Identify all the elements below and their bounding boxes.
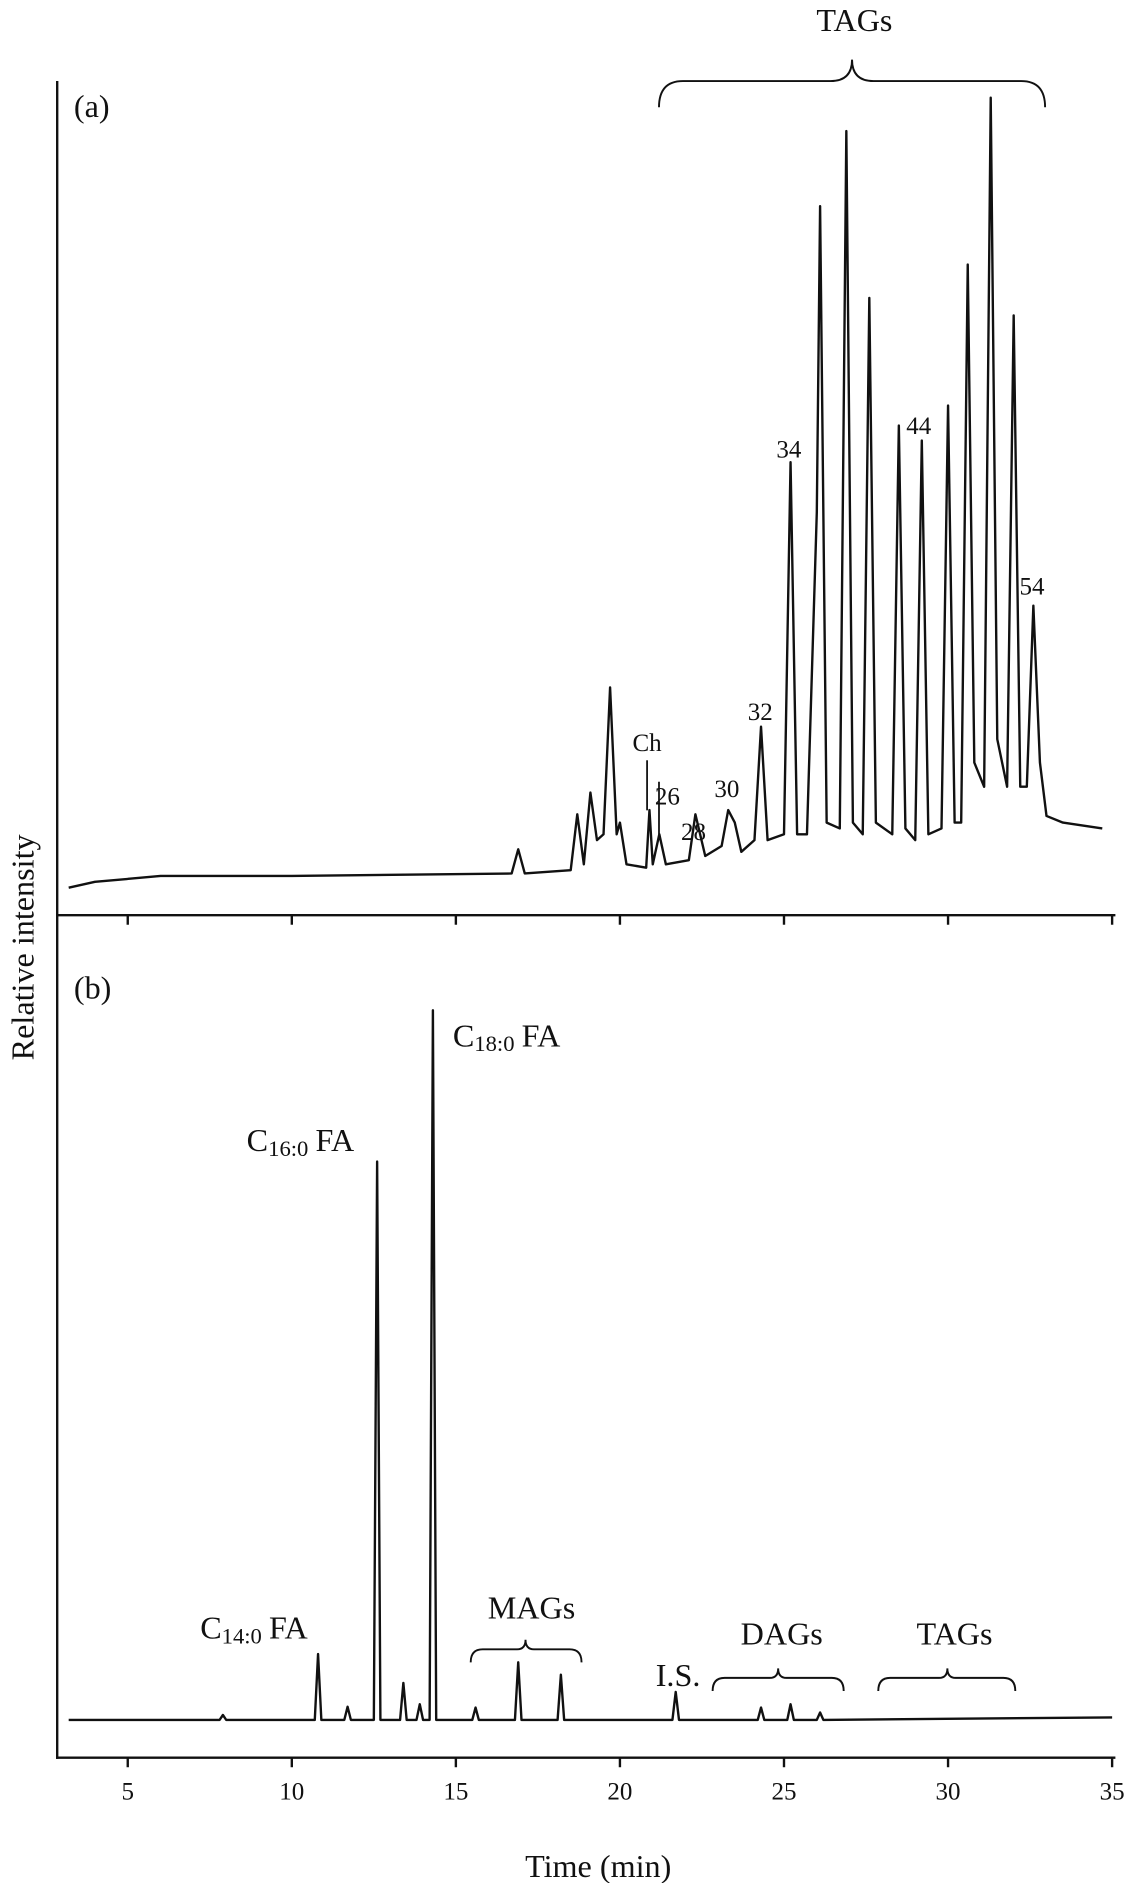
peak-label: 44 <box>906 413 932 440</box>
trace <box>68 96 1103 889</box>
label-sub: 16:0 <box>268 1136 308 1161</box>
panel-label: (b) <box>74 970 111 1006</box>
brace <box>711 1668 845 1692</box>
label-main: C <box>200 1610 221 1646</box>
peak-label: 32 <box>748 699 773 726</box>
group-label: TAGs <box>917 1616 993 1652</box>
label-suffix: FA <box>269 1610 308 1646</box>
figure-body: Relative intensity Time (min) (a) TAGs 3… <box>5 2 1125 1883</box>
x-tick-label: 15 <box>443 1778 468 1805</box>
peak-label: Ch <box>632 730 662 757</box>
peak-label: 30 <box>714 776 739 803</box>
panel-label: (a) <box>74 88 110 124</box>
peak-label: C16:0 FA <box>247 1122 355 1161</box>
label-suffix: FA <box>316 1122 355 1158</box>
peak-label: 34 <box>776 437 802 464</box>
x-axis-label: Time (min) <box>525 1848 671 1883</box>
label-main: C <box>453 1017 474 1053</box>
group-label: TAGs <box>816 2 892 38</box>
x-tick-label: 35 <box>1100 1778 1125 1805</box>
x-tick-label: 30 <box>936 1778 961 1805</box>
peak-label: C18:0 FA <box>453 1017 561 1056</box>
peak-label: C14:0 FA <box>200 1610 308 1649</box>
brace <box>658 59 1047 108</box>
label-sub: 14:0 <box>222 1623 262 1648</box>
peak-label: 54 <box>1019 574 1045 601</box>
peak-label: I.S. <box>656 1657 701 1693</box>
x-tick-label: 25 <box>771 1778 796 1805</box>
y-axis-label: Relative intensity <box>5 834 41 1060</box>
brace <box>469 1639 583 1663</box>
trace <box>68 1009 1113 1722</box>
x-tick-label: 10 <box>279 1778 304 1805</box>
label-suffix: FA <box>522 1017 561 1053</box>
label-sub: 18:0 <box>474 1031 514 1056</box>
label-main: C <box>247 1122 268 1158</box>
brace <box>877 1668 1017 1692</box>
x-tick-label: 20 <box>607 1778 632 1805</box>
x-tick-label: 5 <box>121 1778 134 1805</box>
group-label: MAGs <box>488 1589 576 1625</box>
group-label: DAGs <box>741 1616 823 1652</box>
